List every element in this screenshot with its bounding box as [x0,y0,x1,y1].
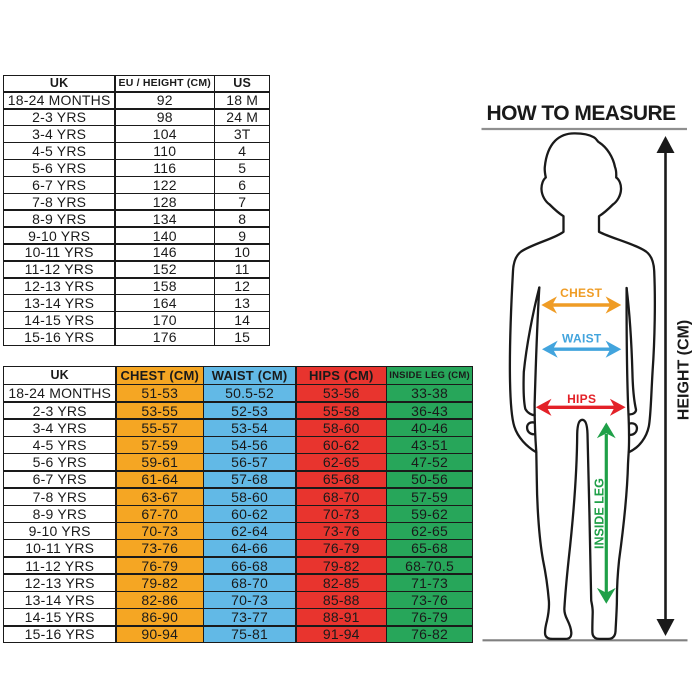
svg-text:HIPS: HIPS [567,392,596,406]
svg-text:CHEST: CHEST [560,286,603,300]
svg-text:WAIST: WAIST [562,332,602,346]
svg-text:INSIDE LEG: INSIDE LEG [593,478,607,549]
svg-text:HEIGHT (CM): HEIGHT (CM) [676,320,693,420]
